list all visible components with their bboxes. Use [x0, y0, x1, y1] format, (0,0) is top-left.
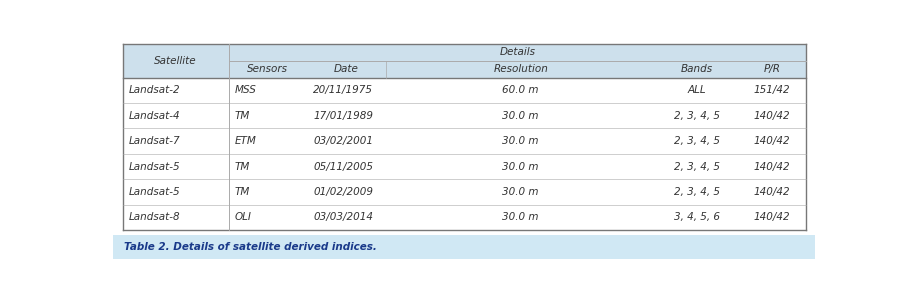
Text: Date: Date: [334, 64, 359, 74]
Bar: [122, 205, 806, 230]
Text: 3, 4, 5, 6: 3, 4, 5, 6: [674, 212, 719, 222]
Bar: [386, 61, 656, 78]
Text: 30.0 m: 30.0 m: [503, 111, 539, 121]
Text: 03/02/2001: 03/02/2001: [313, 136, 373, 146]
Text: 151/42: 151/42: [754, 85, 790, 95]
Text: Landsat-8: Landsat-8: [129, 212, 180, 222]
Text: 20/11/1975: 20/11/1975: [313, 85, 373, 95]
Bar: [122, 179, 806, 205]
Text: 01/02/2009: 01/02/2009: [313, 187, 373, 197]
Text: 30.0 m: 30.0 m: [503, 212, 539, 222]
Text: Table 2. Details of satellite derived indices.: Table 2. Details of satellite derived in…: [124, 242, 377, 252]
Bar: [122, 128, 806, 154]
Bar: [228, 61, 307, 78]
Text: Landsat-5: Landsat-5: [129, 161, 180, 172]
Text: TM: TM: [235, 161, 250, 172]
Text: Resolution: Resolution: [493, 64, 548, 74]
Bar: [122, 44, 228, 78]
Text: TM: TM: [235, 111, 250, 121]
Bar: [122, 154, 806, 179]
Text: 2, 3, 4, 5: 2, 3, 4, 5: [674, 136, 719, 146]
Text: Satellite: Satellite: [154, 56, 197, 66]
Text: 140/42: 140/42: [754, 212, 790, 222]
Bar: [737, 61, 806, 78]
Text: 30.0 m: 30.0 m: [503, 187, 539, 197]
Bar: [113, 235, 815, 259]
Bar: [122, 78, 806, 103]
Text: Landsat-5: Landsat-5: [129, 187, 180, 197]
Text: 17/01/1989: 17/01/1989: [313, 111, 373, 121]
Text: Details: Details: [499, 47, 535, 57]
Text: 2, 3, 4, 5: 2, 3, 4, 5: [674, 187, 719, 197]
Text: 2, 3, 4, 5: 2, 3, 4, 5: [674, 111, 719, 121]
Text: 140/42: 140/42: [754, 136, 790, 146]
Text: ALL: ALL: [688, 85, 706, 95]
Text: 140/42: 140/42: [754, 161, 790, 172]
Text: ETM: ETM: [235, 136, 256, 146]
Bar: [656, 61, 737, 78]
Text: MSS: MSS: [235, 85, 256, 95]
Text: 30.0 m: 30.0 m: [503, 136, 539, 146]
Text: P/R: P/R: [764, 64, 780, 74]
Text: TM: TM: [235, 187, 250, 197]
Text: 30.0 m: 30.0 m: [503, 161, 539, 172]
Text: 05/11/2005: 05/11/2005: [313, 161, 373, 172]
Text: 140/42: 140/42: [754, 187, 790, 197]
Bar: [228, 44, 806, 61]
Text: Landsat-4: Landsat-4: [129, 111, 180, 121]
Text: Landsat-2: Landsat-2: [129, 85, 180, 95]
Bar: [307, 61, 386, 78]
Text: 60.0 m: 60.0 m: [503, 85, 539, 95]
Text: 03/03/2014: 03/03/2014: [313, 212, 373, 222]
Text: OLI: OLI: [235, 212, 252, 222]
Bar: [122, 103, 806, 128]
Text: Bands: Bands: [680, 64, 713, 74]
Text: 140/42: 140/42: [754, 111, 790, 121]
Text: Sensors: Sensors: [247, 64, 288, 74]
Text: 2, 3, 4, 5: 2, 3, 4, 5: [674, 161, 719, 172]
Text: Landsat-7: Landsat-7: [129, 136, 180, 146]
